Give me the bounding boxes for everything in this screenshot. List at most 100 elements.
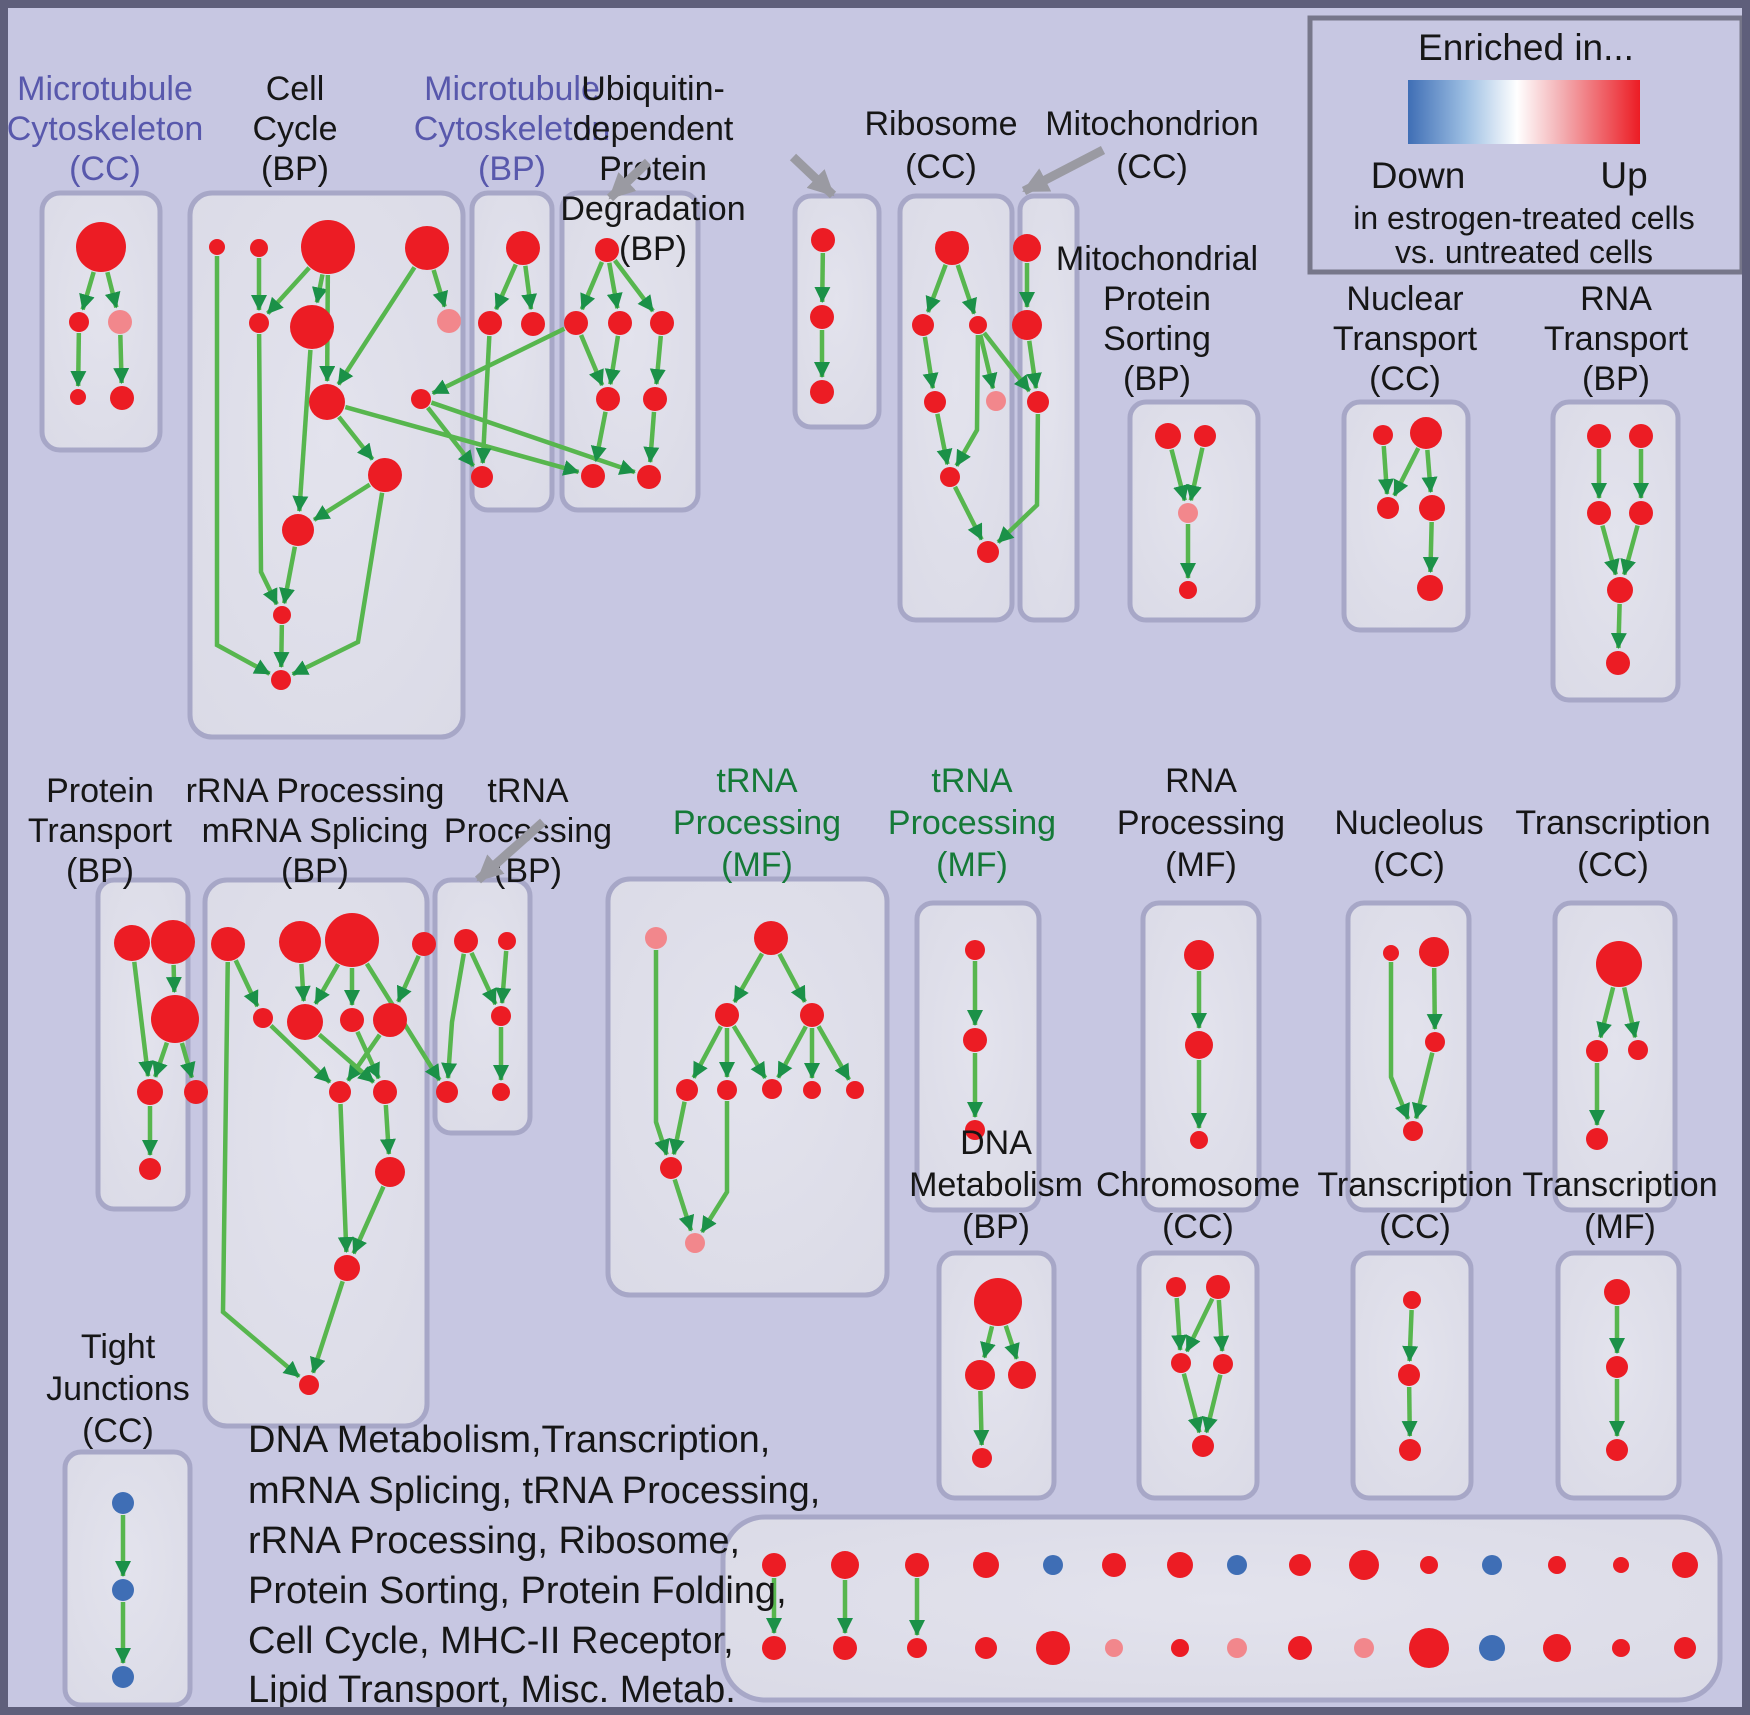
edge-rt5-rt6 [1610, 603, 1627, 650]
edge-nt2-nt3 [1392, 447, 1421, 497]
node-rb1 [935, 231, 969, 265]
edge-tc1-tc2 [1596, 986, 1616, 1039]
node-dm2 [965, 1360, 995, 1390]
legend-box [1307, 15, 1745, 275]
cluster-label-trna-bp: tRNA [487, 772, 569, 810]
edge-rr11-rr12 [351, 1185, 386, 1255]
node-mb2 [478, 311, 502, 335]
node-tc2 [1586, 1040, 1608, 1062]
node-mc4 [70, 389, 86, 405]
edge-rb1-rb3 [955, 264, 977, 315]
node-ub5 [596, 387, 620, 411]
node-mp2 [1194, 425, 1216, 447]
edge-ch1-ch3 [1171, 1297, 1188, 1352]
edge-mt2-mt3 [1025, 340, 1042, 390]
cluster-label-cell-cycle: Cycle [252, 110, 337, 148]
cluster-label-nuclear-transport: Transport [1333, 320, 1478, 358]
node-cc10 [368, 458, 402, 492]
node-cc8 [309, 384, 345, 420]
edge-g3-g7 [731, 1024, 768, 1080]
node-dm1 [974, 1278, 1022, 1326]
edge-pt3-pt5 [179, 1042, 196, 1079]
node-dm4 [972, 1448, 992, 1468]
node-w9t [1289, 1554, 1311, 1576]
node-g2 [754, 921, 788, 955]
edge-rr2-rr6 [294, 963, 311, 1003]
node-ym3 [1606, 1439, 1628, 1461]
edge-rr7-rr10 [355, 1030, 381, 1080]
node-xb2 [1398, 1364, 1420, 1386]
node-g1 [645, 927, 667, 949]
node-cc7 [437, 309, 461, 333]
edge-mc2-mc4 [70, 332, 87, 388]
node-mc3 [108, 310, 132, 334]
node-g3 [715, 1003, 739, 1027]
node-tc1 [1596, 941, 1642, 987]
node-mc5 [110, 386, 134, 410]
cluster-label-protein-transport: Protein [46, 772, 154, 810]
edge-ch4-ch5 [1202, 1374, 1223, 1434]
node-rt5 [1607, 577, 1633, 603]
edge-cc12-cc13 [273, 624, 290, 669]
node-pt6 [139, 1158, 161, 1180]
node-w2b [833, 1636, 857, 1660]
cluster-label-microtubule-cc: Cytoskeleton [7, 110, 204, 148]
network-nodes [69, 220, 1698, 1688]
cluster-box-chromosome [1136, 1250, 1260, 1501]
edge-rb3-mt3 [982, 331, 1032, 393]
node-g11 [685, 1233, 705, 1253]
pointer-arrow-icon [475, 818, 546, 884]
node-w3b [907, 1638, 927, 1658]
node-mc1 [76, 222, 126, 272]
cluster-label-dna-metabolism: DNA [960, 1124, 1032, 1162]
cluster-labels: MicrotubuleCytoskeleton(CC)CellCycle(BP)… [7, 70, 1718, 1450]
cluster-box-nucleolus [1345, 900, 1472, 1213]
cluster-label-rna-processing-mf: (MF) [1165, 846, 1237, 884]
node-cc12 [273, 606, 291, 624]
shared-terms-line: rRNA Processing, Ribosome, [248, 1520, 740, 1562]
node-w11b [1409, 1628, 1449, 1668]
node-xb3 [1399, 1439, 1421, 1461]
node-ch5 [1192, 1435, 1214, 1457]
edge-dm1-dm2 [980, 1325, 996, 1359]
node-mb4 [471, 466, 493, 488]
node-w11t [1420, 1556, 1438, 1574]
cluster-label-ubiquitin: (BP) [619, 230, 687, 268]
node-w1b [762, 1636, 786, 1660]
node-rb7 [977, 541, 999, 563]
cluster-label-microtubule-cc: (CC) [69, 150, 141, 188]
node-rr2 [279, 921, 321, 963]
cluster-label-mito-protein-sorting: (BP) [1123, 360, 1191, 398]
node-nu3 [1425, 1032, 1445, 1052]
cluster-label-nucleolus: (CC) [1373, 846, 1445, 884]
edge-cc3-cc5 [312, 274, 328, 304]
edge-cc5-cc11 [292, 349, 313, 513]
cluster-label-mito-protein-sorting: Mitochondrial [1056, 240, 1258, 278]
cluster-label-mito-protein-sorting: Protein [1103, 280, 1211, 318]
node-tb5 [492, 1083, 510, 1101]
legend-up-label: Up [1600, 155, 1647, 196]
edge-pt1-pt4 [132, 961, 155, 1078]
legend-gradient-bar [1408, 80, 1640, 144]
cluster-label-rna-transport: RNA [1580, 280, 1652, 318]
cluster-label-transcription-mf: (MF) [1584, 1208, 1656, 1246]
node-rb2 [912, 314, 934, 336]
edge-xb2-xb3 [1401, 1386, 1418, 1438]
edge-rb3-rb5 [978, 334, 998, 390]
edge-g3-g5 [691, 1025, 723, 1079]
cluster-label-cell-cycle: Cell [266, 70, 325, 108]
edge-dm2-dm4 [973, 1390, 990, 1447]
node-rp1 [1184, 940, 1214, 970]
edge-mt3-rb7 [996, 413, 1041, 544]
node-g7 [762, 1079, 782, 1099]
pointer-arrows [475, 146, 1106, 884]
legend-subtitle: in estrogen-treated cells [1353, 200, 1695, 236]
edge-cc11-cc12 [279, 546, 298, 605]
node-w5t [1043, 1555, 1063, 1575]
cluster-label-ribosome: Ribosome [864, 105, 1017, 143]
node-ch1 [1166, 1277, 1186, 1297]
pointer-arrow-icon [789, 153, 837, 199]
cluster-label-microtubule-cc: Microtubule [17, 70, 193, 108]
